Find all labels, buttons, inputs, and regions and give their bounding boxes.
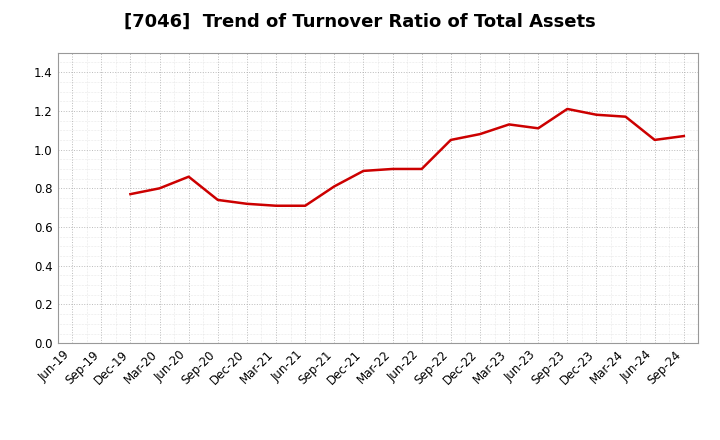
Text: [7046]  Trend of Turnover Ratio of Total Assets: [7046] Trend of Turnover Ratio of Total … <box>124 13 596 31</box>
